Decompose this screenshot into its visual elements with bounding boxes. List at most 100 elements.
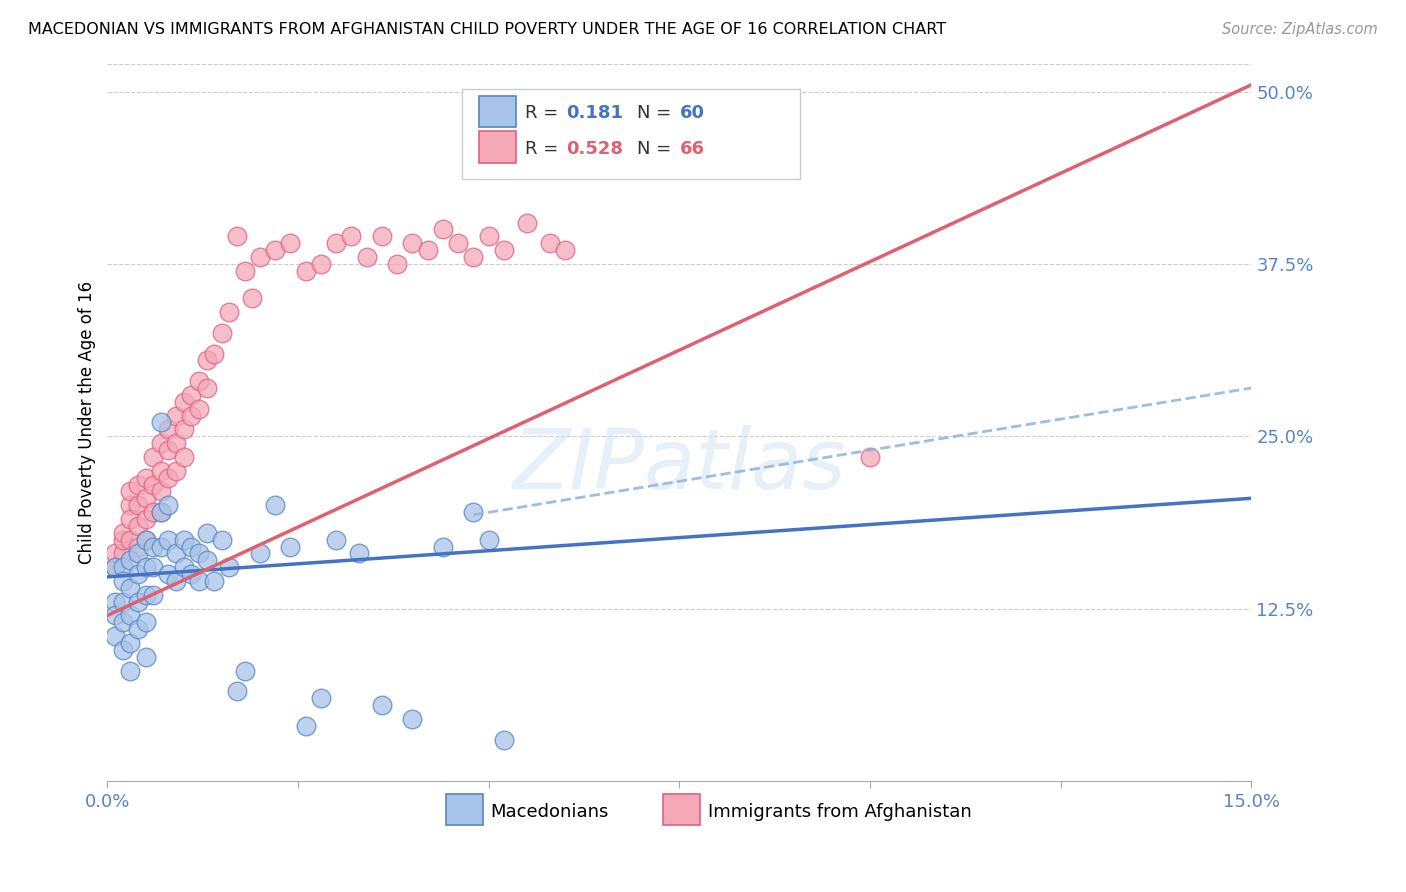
Point (202, 574, 225, 588)
Point (149, 436, 172, 450)
Point (134, 470, 156, 484)
Point (180, 409, 202, 423)
Point (149, 505, 172, 519)
Point (211, 326, 233, 340)
Point (149, 464, 172, 478)
Point (165, 436, 187, 450)
Point (120, 608, 142, 623)
Point (187, 374, 209, 388)
Point (416, 243, 439, 257)
Point (180, 388, 202, 402)
Point (134, 588, 156, 602)
Point (111, 560, 134, 574)
Point (149, 505, 172, 519)
Point (142, 450, 165, 464)
Point (356, 250, 378, 264)
FancyBboxPatch shape (463, 89, 800, 178)
Text: ZIPatlas: ZIPatlas (513, 425, 846, 506)
Point (478, 229, 501, 244)
Point (492, 243, 515, 257)
Point (111, 615, 134, 630)
Point (173, 422, 195, 436)
Point (165, 546, 187, 560)
Point (264, 498, 287, 512)
Point (859, 450, 882, 464)
Point (187, 546, 209, 560)
Point (142, 477, 165, 491)
Point (387, 257, 409, 271)
Point (120, 636, 142, 650)
Point (134, 512, 156, 526)
Point (401, 712, 423, 726)
Point (195, 553, 218, 567)
Point (325, 533, 347, 547)
Point (104, 595, 127, 609)
Point (294, 719, 316, 733)
FancyBboxPatch shape (446, 794, 482, 825)
Point (173, 560, 195, 574)
Text: Immigrants from Afghanistan: Immigrants from Afghanistan (709, 803, 972, 821)
Point (120, 484, 142, 499)
Point (340, 229, 363, 244)
Text: Source: ZipAtlas.com: Source: ZipAtlas.com (1222, 22, 1378, 37)
Point (173, 533, 195, 547)
Point (120, 512, 142, 526)
Point (218, 560, 240, 574)
Point (447, 236, 470, 251)
Point (249, 250, 271, 264)
Point (127, 567, 149, 582)
Point (173, 450, 195, 464)
Point (240, 292, 263, 306)
Point (120, 553, 142, 567)
Point (127, 477, 149, 491)
Point (173, 394, 195, 409)
Point (226, 684, 249, 698)
Text: 66: 66 (679, 140, 704, 158)
Point (226, 229, 249, 244)
Text: R =: R = (524, 140, 564, 158)
Point (187, 574, 209, 588)
Point (180, 567, 202, 582)
Point (111, 525, 134, 540)
Point (180, 540, 202, 554)
FancyBboxPatch shape (479, 131, 516, 163)
Point (134, 533, 156, 547)
Point (202, 346, 225, 360)
Text: 0.528: 0.528 (567, 140, 623, 158)
Point (157, 422, 180, 436)
Point (120, 533, 142, 547)
Point (218, 305, 240, 319)
Point (149, 416, 172, 430)
Point (371, 229, 394, 244)
Point (538, 236, 561, 251)
Point (157, 498, 180, 512)
Point (142, 560, 165, 574)
Point (142, 588, 165, 602)
Point (149, 540, 172, 554)
Text: 60: 60 (679, 103, 704, 122)
Point (134, 615, 156, 630)
Point (127, 498, 149, 512)
Point (157, 567, 180, 582)
Point (104, 608, 127, 623)
Point (165, 409, 187, 423)
Point (142, 540, 165, 554)
Point (233, 264, 256, 278)
Point (516, 216, 538, 230)
Point (127, 540, 149, 554)
Point (120, 581, 142, 595)
Point (134, 560, 156, 574)
Point (401, 236, 423, 251)
Text: N =: N = (637, 140, 671, 158)
Point (111, 533, 134, 547)
Point (111, 574, 134, 588)
Point (195, 525, 218, 540)
Point (195, 353, 218, 368)
Point (165, 464, 187, 478)
Point (280, 236, 302, 251)
Point (104, 629, 127, 643)
Point (432, 222, 454, 236)
Point (478, 533, 501, 547)
Point (347, 546, 370, 560)
Point (134, 491, 156, 506)
